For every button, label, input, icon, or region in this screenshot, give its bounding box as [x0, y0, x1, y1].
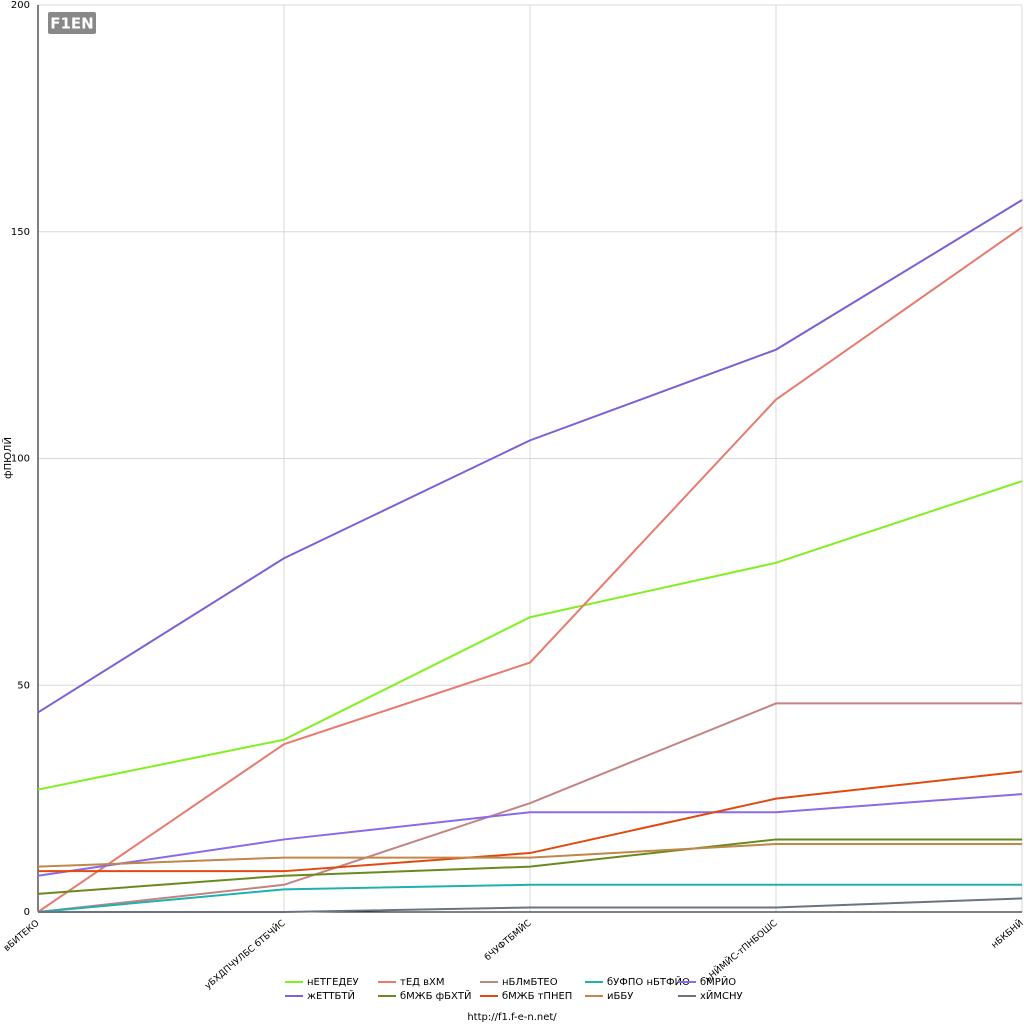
y-tick-label: 200 [11, 0, 30, 11]
x-tick-label: бЧУФТБМЙС [482, 917, 534, 963]
series-line [37, 883, 1022, 913]
y-tick-label: 0 [24, 907, 30, 918]
series-line [37, 226, 1023, 913]
legend-label: иББУ [607, 991, 633, 1002]
series-line [37, 842, 1022, 868]
legend-label: хЙМСНУ [700, 989, 743, 1002]
legend-label: тЕД вХМ [400, 977, 445, 988]
x-tick-label: вБИТЕКО [2, 919, 41, 954]
series-line [37, 702, 1022, 913]
x-tick-label: нБКБНЙ [989, 917, 1024, 951]
series-line [37, 480, 1023, 791]
series-line [38, 770, 1023, 873]
series-line [38, 897, 1023, 913]
logo: F1EN [48, 12, 96, 34]
legend-label: нБЛмБТЕО [502, 977, 558, 988]
footer: http://f1.f-e-n.net/ [467, 1012, 557, 1023]
y-tick-label: 150 [11, 227, 30, 238]
legend-label: бМРЙО [700, 975, 736, 988]
series-line [37, 838, 1022, 895]
x-tick-label: ьНЙМЙС-тПНБОШС [702, 917, 779, 985]
legend-label: жЕТТБТЙ [307, 989, 355, 1002]
legend-label: нЕТГЕДЕУ [307, 977, 359, 988]
series-line [37, 199, 1023, 714]
series-line [37, 793, 1023, 877]
logo-box [48, 12, 96, 34]
y-axis-label: фПЮЛЙ [1, 437, 14, 479]
legend-label: бУФПО нБТФЙО [607, 975, 690, 988]
y-tick-label: 50 [17, 680, 30, 691]
legend-label: бМЖБ фБХТЙ [400, 989, 471, 1002]
legend-label: бМЖБ тПНЕП [502, 991, 572, 1002]
logo-text: F1EN [50, 15, 93, 33]
x-tick-label: уБХДПЧУЛБС бТБЧЙС [202, 917, 288, 992]
y-tick-label: 100 [11, 454, 30, 465]
